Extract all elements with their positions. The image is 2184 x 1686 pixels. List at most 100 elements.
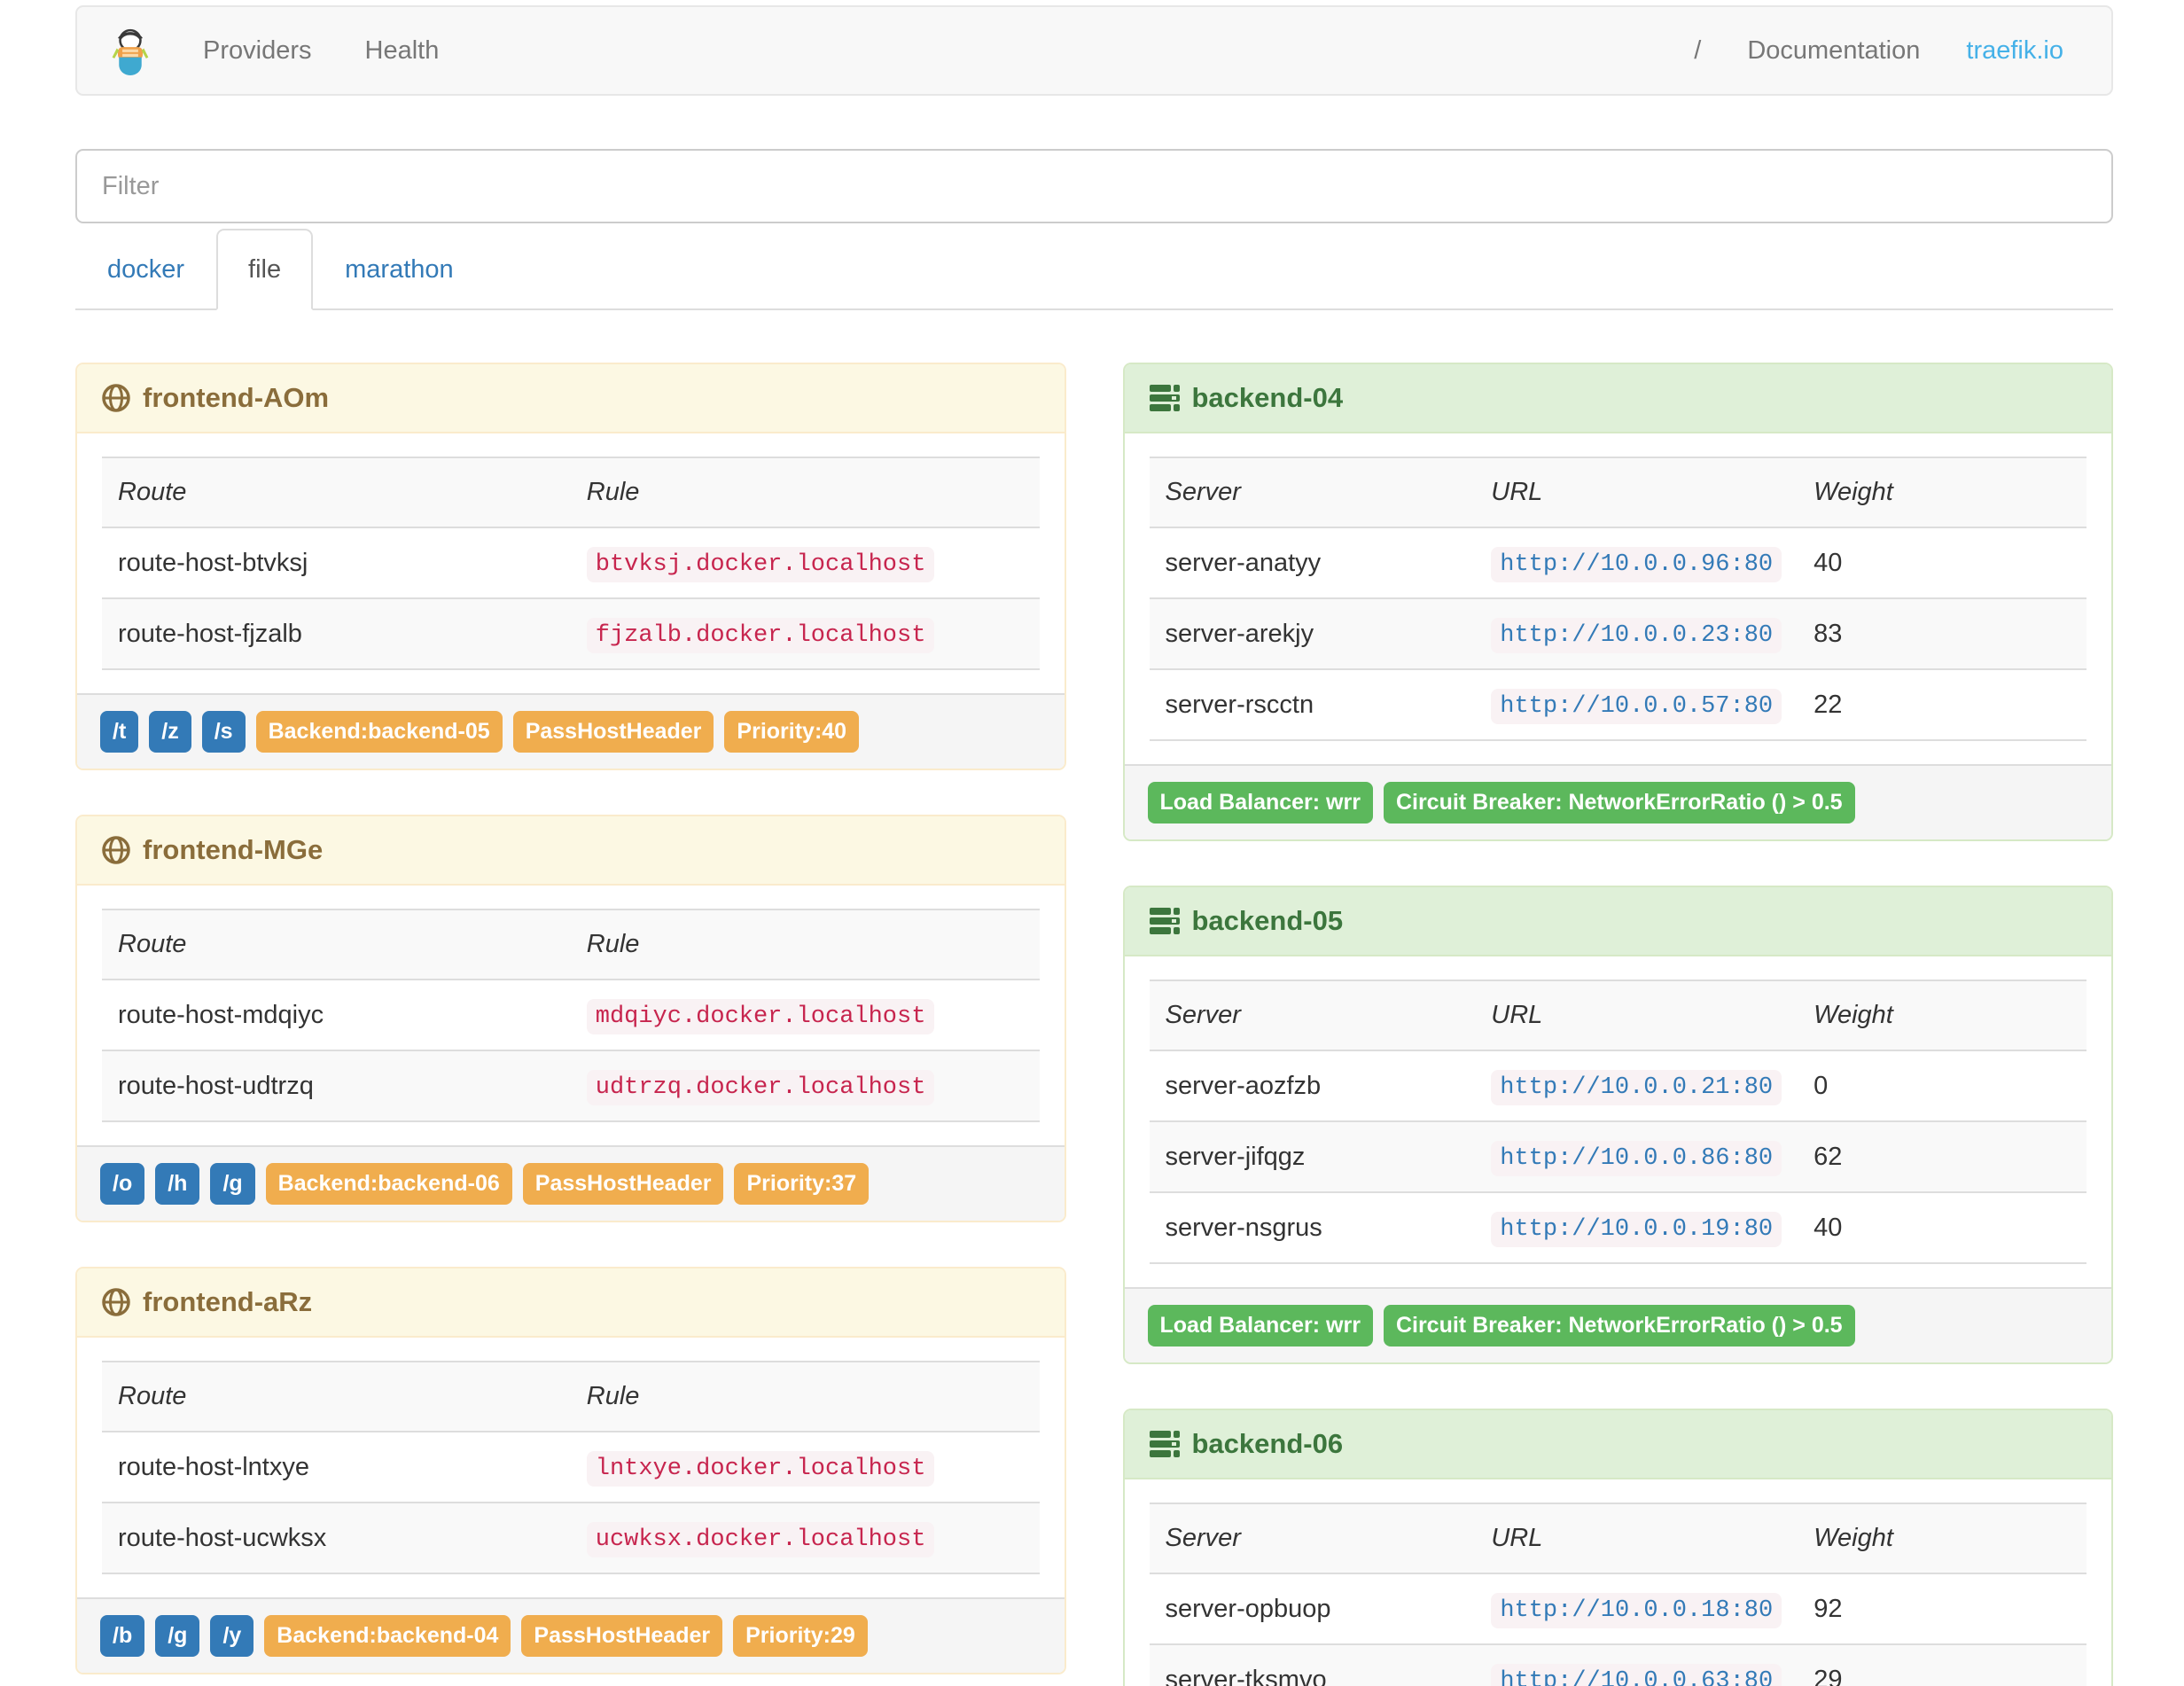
backend-title: backend-06 xyxy=(1191,1428,1344,1459)
rule-value: fjzalb.docker.localhost xyxy=(586,618,935,653)
route-path-tag: /t xyxy=(100,711,139,753)
server-weight: 83 xyxy=(1814,619,1843,648)
server-weight: 40 xyxy=(1814,548,1843,577)
frontend-panel-heading: frontend-MGe xyxy=(77,816,1065,886)
route-name: route-host-lntxye xyxy=(118,1452,309,1481)
table-header-row: Route Rule xyxy=(102,1362,1040,1432)
column-header-weight: Weight xyxy=(1814,1524,1893,1552)
server-url-link[interactable]: http://10.0.0.96:80 xyxy=(1491,547,1782,582)
server-name: server-jifqgz xyxy=(1165,1142,1306,1171)
column-header-url: URL xyxy=(1491,1001,1543,1029)
nav-documentation[interactable]: Documentation xyxy=(1747,35,1921,65)
route-path-tag: /b xyxy=(100,1615,145,1657)
filter-input[interactable] xyxy=(75,149,2113,223)
routes-table: Route Rule route-host-lntxye lntxye.dock… xyxy=(102,1361,1040,1574)
route-path-tag: /g xyxy=(155,1615,200,1657)
provider-tabs: docker file marathon xyxy=(75,229,2113,310)
tab-file[interactable]: file xyxy=(216,229,314,310)
traefik-logo-icon[interactable] xyxy=(107,26,153,75)
servers-table: Server URL Weight server-opbuop http://1… xyxy=(1149,1503,2086,1686)
nav-providers[interactable]: Providers xyxy=(203,35,312,65)
server-url-link[interactable]: http://10.0.0.18:80 xyxy=(1491,1593,1782,1628)
column-header-rule: Rule xyxy=(586,1382,640,1410)
table-row: server-aozfzb http://10.0.0.21:80 0 xyxy=(1149,1050,2086,1121)
table-row: server-opbuop http://10.0.0.18:80 92 xyxy=(1149,1573,2086,1644)
route-path-tag: /y xyxy=(210,1615,254,1657)
server-icon xyxy=(1149,907,1180,935)
frontend-panel-heading: frontend-aRz xyxy=(77,1268,1065,1338)
frontend-panel-body: Route Rule route-host-btvksj btvksj.dock… xyxy=(77,433,1065,693)
backend-detail-tag: Circuit Breaker: NetworkErrorRatio () > … xyxy=(1383,782,1855,823)
backend-panel: backend-05 Server URL Weight server-aozf… xyxy=(1122,886,2113,1364)
table-row: server-anatyy http://10.0.0.96:80 40 xyxy=(1149,527,2086,598)
table-header-row: Server URL Weight xyxy=(1149,1503,2086,1573)
globe-icon xyxy=(102,1288,130,1316)
route-name: route-host-udtrzq xyxy=(118,1071,314,1100)
globe-icon xyxy=(102,836,130,864)
globe-icon xyxy=(102,384,130,412)
server-name: server-opbuop xyxy=(1165,1594,1331,1623)
server-url-link[interactable]: http://10.0.0.86:80 xyxy=(1491,1141,1782,1176)
routes-table: Route Rule route-host-mdqiyc mdqiyc.dock… xyxy=(102,909,1040,1122)
frontend-panel-footer: /b /g /y Backend:backend-04 PassHostHead… xyxy=(77,1597,1065,1673)
backend-panel-heading: backend-05 xyxy=(1124,887,2111,956)
tab-file-label[interactable]: file xyxy=(216,229,314,310)
rule-value: lntxye.docker.localhost xyxy=(586,1451,935,1487)
frontend-detail-tag: Backend:backend-04 xyxy=(264,1615,511,1657)
frontend-panel-footer: /t /z /s Backend:backend-05 PassHostHead… xyxy=(77,693,1065,769)
route-name: route-host-fjzalb xyxy=(118,619,302,648)
backend-panel-heading: backend-06 xyxy=(1124,1410,2111,1479)
server-url-link[interactable]: http://10.0.0.57:80 xyxy=(1491,689,1782,724)
server-weight: 29 xyxy=(1814,1665,1843,1686)
nav-traefik-io-link[interactable]: traefik.io xyxy=(1966,35,2063,65)
table-row: route-host-ucwksx ucwksx.docker.localhos… xyxy=(102,1503,1040,1573)
server-icon xyxy=(1149,384,1180,412)
column-header-route: Route xyxy=(118,478,187,506)
frontend-title: frontend-aRz xyxy=(143,1286,313,1317)
server-url-link[interactable]: http://10.0.0.63:80 xyxy=(1491,1664,1782,1686)
servers-table: Server URL Weight server-aozfzb http://1… xyxy=(1149,980,2086,1264)
column-header-server: Server xyxy=(1165,1524,1241,1552)
rule-value: ucwksx.docker.localhost xyxy=(586,1522,935,1557)
table-row: route-host-udtrzq udtrzq.docker.localhos… xyxy=(102,1050,1040,1121)
table-row: server-rscctn http://10.0.0.57:80 22 xyxy=(1149,669,2086,740)
column-header-weight: Weight xyxy=(1814,1001,1893,1029)
frontend-panel: frontend-AOm Route Rule route-host-btvks… xyxy=(75,363,1066,770)
rule-value: mdqiyc.docker.localhost xyxy=(586,999,935,1034)
server-weight: 92 xyxy=(1814,1594,1843,1623)
tab-marathon[interactable]: marathon xyxy=(313,229,486,310)
backend-detail-tag: Load Balancer: wrr xyxy=(1147,1305,1373,1346)
server-weight: 0 xyxy=(1814,1071,1829,1100)
tab-marathon-label[interactable]: marathon xyxy=(345,255,454,284)
backend-panel-footer: Load Balancer: wrr Circuit Breaker: Netw… xyxy=(1124,764,2111,839)
route-path-tag: /h xyxy=(155,1163,200,1205)
server-name: server-anatyy xyxy=(1165,548,1322,577)
backend-panel: backend-06 Server URL Weight server-opbu… xyxy=(1122,1409,2113,1686)
main-container: docker file marathon frontend-AOm Route … xyxy=(75,149,2113,1686)
frontend-detail-tag: PassHostHeader xyxy=(521,1615,723,1657)
frontend-panel-footer: /o /h /g Backend:backend-06 PassHostHead… xyxy=(77,1145,1065,1221)
table-row: route-host-lntxye lntxye.docker.localhos… xyxy=(102,1432,1040,1503)
tab-docker-label[interactable]: docker xyxy=(107,255,185,284)
backend-detail-tag: Load Balancer: wrr xyxy=(1147,782,1373,823)
backend-panel: backend-04 Server URL Weight server-anat… xyxy=(1122,363,2113,841)
nav-health[interactable]: Health xyxy=(364,35,440,65)
navbar-right: / Documentation traefik.io xyxy=(1671,36,2111,66)
frontend-detail-tag: Backend:backend-05 xyxy=(255,711,503,753)
frontend-title: frontend-AOm xyxy=(143,382,330,413)
table-row: route-host-mdqiyc mdqiyc.docker.localhos… xyxy=(102,980,1040,1050)
frontend-panel-heading: frontend-AOm xyxy=(77,364,1065,433)
frontend-detail-tag: Priority:29 xyxy=(733,1615,868,1657)
table-row: server-arekjy http://10.0.0.23:80 83 xyxy=(1149,598,2086,669)
table-row: server-nsgrus http://10.0.0.19:80 40 xyxy=(1149,1192,2086,1263)
backend-detail-tag: Circuit Breaker: NetworkErrorRatio () > … xyxy=(1383,1305,1855,1346)
backend-title: backend-05 xyxy=(1191,905,1344,936)
server-url-link[interactable]: http://10.0.0.21:80 xyxy=(1491,1070,1782,1105)
route-name: route-host-mdqiyc xyxy=(118,1000,324,1029)
server-url-link[interactable]: http://10.0.0.19:80 xyxy=(1491,1212,1782,1247)
server-name: server-rscctn xyxy=(1165,690,1314,719)
column-header-url: URL xyxy=(1491,1524,1543,1552)
backend-panel-heading: backend-04 xyxy=(1124,364,2111,433)
server-url-link[interactable]: http://10.0.0.23:80 xyxy=(1491,618,1782,653)
tab-docker[interactable]: docker xyxy=(75,229,216,310)
